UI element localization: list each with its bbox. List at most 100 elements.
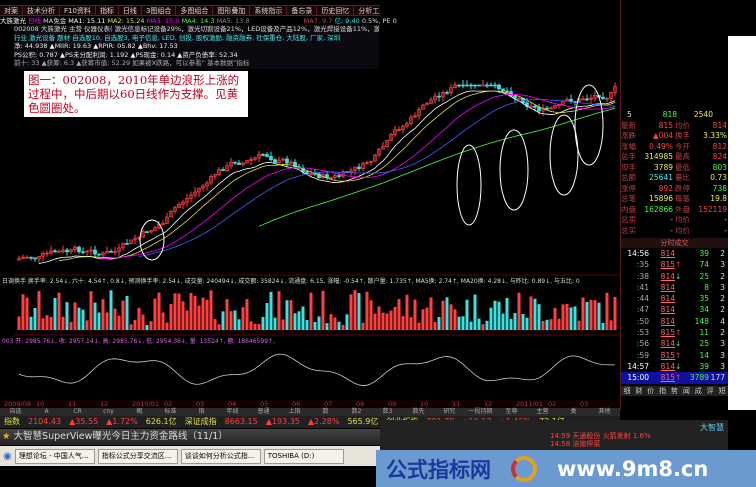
candle — [397, 129, 401, 132]
sector-tab[interactable]: 年线 — [226, 408, 239, 415]
menu-item[interactable]: 系统指示 — [250, 6, 288, 15]
quote-value: - — [724, 215, 727, 224]
tick-row: :35 815 ↑ 74 3 — [621, 259, 728, 270]
menu-item[interactable]: 指标 — [96, 6, 119, 15]
taskbar-button[interactable]: TOSHIBA (D:) — [263, 448, 344, 464]
sector-tab[interactable]: 普通 — [257, 408, 270, 415]
tick-count: 3 — [720, 260, 725, 270]
logo-icon — [511, 455, 537, 482]
ie-icon[interactable]: ◉ — [3, 450, 12, 462]
volume-bar — [73, 302, 77, 330]
volume-bar — [557, 318, 561, 330]
candle — [425, 103, 429, 106]
alert-item[interactable]: 14:59 天通股份 火箭发射 1.6% — [550, 432, 651, 440]
panel-tab[interactable]: 闻 — [682, 386, 690, 395]
volume-bar — [21, 294, 25, 330]
volume-bar — [285, 300, 289, 330]
candle — [21, 256, 25, 260]
candle — [269, 156, 273, 161]
volume-bar — [109, 290, 113, 330]
taskbar-button[interactable]: 理想论坛 - 中国人气... — [14, 448, 95, 464]
sector-tab[interactable]: 至尊 — [505, 408, 518, 415]
news-ticker[interactable]: ★ 大智慧SuperView曝光今日主力资金路线（11/1） — [0, 429, 380, 445]
panel-tab[interactable]: 短 — [718, 386, 726, 395]
ticks-title[interactable]: 分时成交 — [621, 238, 728, 248]
volume-bar — [417, 322, 421, 330]
volume-bar — [553, 307, 557, 330]
sector-tab[interactable]: 主营 — [536, 408, 549, 415]
panel-tab[interactable]: 评 — [706, 386, 714, 395]
quote-value: 814 — [712, 120, 727, 130]
candle — [473, 84, 477, 87]
tick-direction-icon — [675, 304, 683, 315]
volume-bar — [217, 324, 221, 330]
candle — [365, 162, 369, 164]
sector-tab[interactable]: CR — [73, 408, 82, 415]
alert-item[interactable]: 14:58 涪陵榨菜 — [550, 440, 601, 448]
date-tick: 07 — [324, 400, 333, 408]
menu-item[interactable]: 3图组合 — [142, 6, 177, 15]
menu-item[interactable]: 分析工具 — [354, 6, 380, 15]
period-label[interactable]: 日线 — [28, 17, 42, 25]
menu-item[interactable]: 多图组合 — [176, 6, 214, 15]
volume-bar — [293, 313, 297, 330]
volume-bar — [113, 308, 117, 330]
panel-tab[interactable]: 价 — [647, 386, 655, 395]
sector-tab[interactable]: 研究 — [443, 408, 456, 415]
panel-tab[interactable]: 细 — [623, 386, 631, 395]
sector-tab[interactable]: 数3 — [382, 408, 393, 415]
menu-item[interactable]: 图形叠加 — [213, 6, 251, 15]
ma-line — [98, 94, 616, 260]
candle — [469, 84, 473, 87]
sector-tab[interactable]: 概 — [136, 408, 143, 415]
date-tick: 02 — [548, 400, 557, 408]
menu-item[interactable]: 历史回忆 — [317, 6, 355, 15]
candle — [65, 249, 69, 253]
tick-volume: 3789 — [689, 373, 709, 383]
volume-bar — [429, 297, 433, 330]
menu-item[interactable]: 备忘录 — [287, 6, 318, 15]
panel-tab[interactable]: 势 — [671, 386, 678, 395]
highlight-circle — [139, 219, 165, 261]
panel-tab[interactable]: 指 — [659, 386, 667, 395]
menu-item[interactable]: 技术分析 — [23, 6, 60, 15]
sector-tab[interactable]: 上指 — [288, 408, 301, 415]
volume-bar — [593, 300, 597, 330]
sector-tab[interactable]: 数先 — [412, 408, 425, 415]
candle — [117, 247, 121, 252]
sector-tab[interactable]: 一段持期 — [468, 408, 493, 415]
sector-tab[interactable]: 类 — [570, 408, 577, 415]
candle — [493, 84, 497, 87]
tick-price: 815 — [660, 350, 675, 360]
sector-tab[interactable]: A — [44, 408, 49, 415]
quote-row: 总笔 15896 每笔 19.8 — [621, 194, 728, 205]
sector-tab[interactable]: 数 — [322, 408, 329, 415]
sector-tab[interactable]: 标准 — [164, 408, 177, 415]
sector-tab[interactable]: 自选 — [9, 408, 22, 415]
menu-item[interactable]: 日线 — [119, 6, 142, 15]
sector-tab[interactable]: cny — [103, 408, 114, 415]
sector-tab[interactable]: 其他 — [598, 408, 611, 415]
menu-bar: 对案 技术分析 F10资料 指标 日线 3图组合 多图组合 图形叠加 系统指示 备忘录 历史回忆 分析… — [0, 5, 380, 16]
taskbar-button[interactable]: 指标公式分享交流区... — [97, 448, 178, 464]
level: 5 — [627, 110, 632, 119]
tick-count: 3 — [720, 339, 725, 349]
volume-bar — [173, 293, 177, 330]
panel-tab[interactable]: 财 — [635, 386, 643, 395]
quote-label: 总卖 — [621, 215, 636, 224]
taskbar-button[interactable]: 谈谈如何分析公式指... — [180, 448, 261, 464]
panel-tab[interactable]: 成 — [694, 386, 702, 395]
candle — [513, 95, 517, 99]
menu-item[interactable]: F10资料 — [60, 6, 96, 15]
sector-tab[interactable]: 指 — [198, 408, 205, 415]
volume-bar — [101, 299, 105, 330]
sector-tab[interactable]: 数2 — [351, 408, 362, 415]
volume-bar — [405, 294, 409, 330]
kline-chart[interactable] — [14, 25, 620, 420]
volume-bar — [165, 322, 169, 330]
menu-item[interactable]: 对案 — [0, 6, 23, 15]
volume-bar — [137, 307, 141, 330]
info-line: PS公积: 0.787 ▲PS未分配利润: 1.192 ▲PS现金: 0.14 … — [14, 50, 238, 59]
volume-bar — [349, 294, 353, 330]
news-text[interactable]: 大智慧SuperView曝光今日主力资金路线（11/1） — [13, 431, 228, 442]
